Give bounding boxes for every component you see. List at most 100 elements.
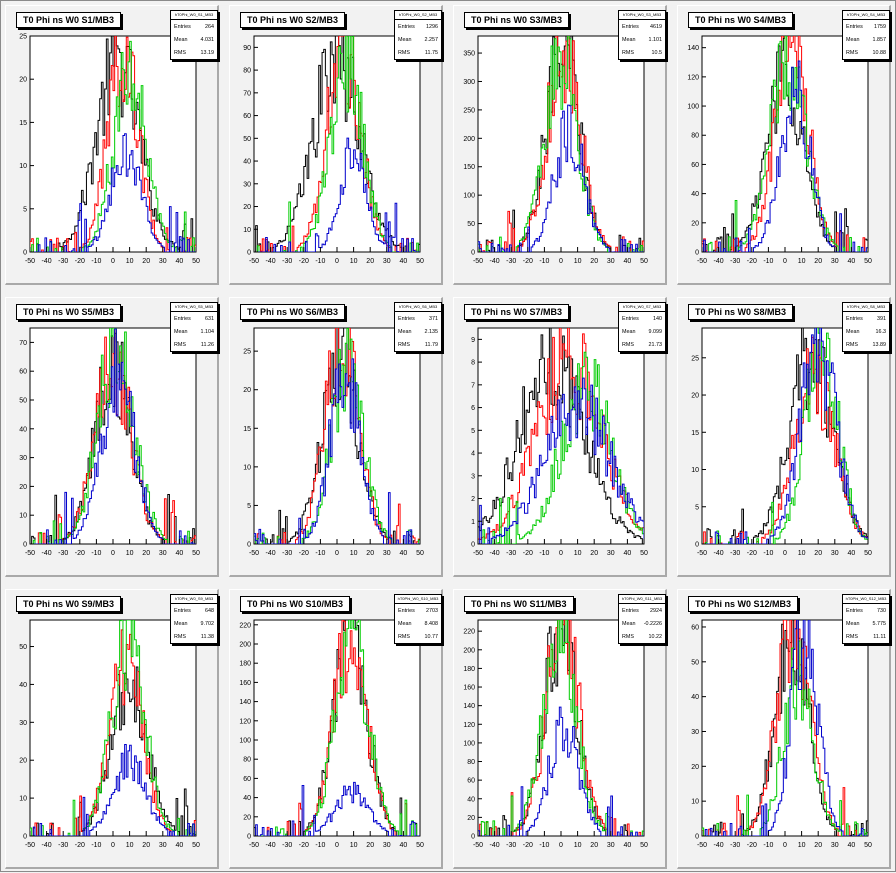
x-tick-label: -50 [697,550,707,557]
y-tick-label: 10 [19,513,27,520]
stats-row-entries: Entries 648 [171,604,217,617]
y-tick-label: 120 [239,718,251,725]
y-tick-label: 70 [243,90,251,97]
x-tick-label: 40 [400,550,408,557]
y-tick-label: 0 [247,250,251,257]
x-tick-label: -50 [473,842,483,849]
series-line-4 [254,358,420,544]
x-tick-label: -20 [299,258,309,265]
stats-row-entries: Entries 140 [619,312,665,325]
stats-label: Mean [398,329,412,335]
stats-label: RMS [622,50,634,56]
y-tick-label: 30 [19,455,27,462]
x-tick-label: -20 [75,550,85,557]
stats-value: 11.11 [873,634,886,640]
stats-name: hT0Phi_W0_S10_MB3 [395,595,441,604]
stats-label: RMS [174,634,186,640]
x-tick-label: 20 [366,258,374,265]
x-tick-label: 30 [831,258,839,265]
x-tick-label: 10 [126,842,134,849]
series-line-4 [702,328,868,544]
x-tick-label: -50 [697,842,707,849]
x-tick-label: -20 [299,550,309,557]
stats-label: RMS [398,342,410,348]
histogram-plot: 0 10 20 30 40 50 60 70 80 90 -50 -40 -30 -20 -10 0 10 20 3… [243,35,424,265]
stats-value: 21.73 [648,342,663,348]
stats-row-mean: Mean 1.857 [843,33,889,46]
x-tick-label: -10 [315,550,325,557]
stats-value: 2924 [650,608,662,614]
histogram-pad-8: 0 5 10 15 20 25 -50 -40 -30 -20 -10 0 10 20 30 40 50 T0 P… [677,297,891,577]
stats-row-rms: RMS 11.26 [171,338,217,351]
y-tick-label: 350 [463,51,475,58]
y-tick-label: 20 [19,77,27,84]
histogram-plot: 0 5 10 15 20 25 -50 -40 -30 -20 -10 0 10 20 30 40 50 [19,34,200,266]
y-tick-label: 5 [471,428,475,435]
stats-value: 11.38 [200,634,214,640]
y-tick-label: 100 [239,738,251,745]
stats-name: hT0Phi_W0_S12_MB3 [843,595,889,604]
stats-label: Entries [622,608,639,614]
x-tick-label: 50 [640,842,648,849]
histogram-plot: 0 5 10 15 20 25 -50 -40 -30 -20 -10 0 10 20 30 40 50 [243,327,424,557]
stats-row-rms: RMS 11.38 [171,630,217,643]
x-tick-label: 10 [798,842,806,849]
stats-label: RMS [846,342,858,348]
series-line-3 [702,328,868,544]
y-tick-label: 0 [471,834,475,841]
y-tick-label: 220 [239,622,251,629]
x-tick-label: 50 [416,258,424,265]
y-tick-label: 20 [19,484,27,491]
histogram-title: T0 Phi ns W0 S9/MB3 [16,596,122,612]
histogram-pad-11: 0 20 40 60 80 100 120 140 160 180 200 220 -50 -40 -30-… [453,589,667,869]
y-tick-label: 80 [691,133,699,140]
histogram-title: T0 Phi ns W0 S10/MB3 [240,596,351,612]
stats-value: 11.79 [424,342,438,348]
x-tick-label: 40 [176,258,184,265]
stats-value: 2.257 [424,37,439,43]
histogram-title: T0 Phi ns W0 S5/MB3 [16,304,122,320]
stats-name: hT0Phi_W0_S6_MB3 [395,303,441,312]
series-line-2 [702,336,868,544]
stats-value: 648 [205,608,214,614]
stats-row-rms: RMS 21.73 [619,338,665,351]
stats-value: 1.101 [648,37,663,43]
x-tick-label: 50 [416,842,424,849]
series-line-4 [702,620,868,836]
stats-label: Mean [622,37,636,43]
y-tick-label: 5 [695,504,699,511]
y-tick-label: 15 [243,426,251,433]
x-tick-label: -40 [490,550,500,557]
x-tick-label: -20 [75,842,85,849]
x-tick-label: 10 [574,550,582,557]
stats-value: 11.75 [424,50,438,56]
x-tick-label: -50 [25,842,35,849]
y-tick-label: 40 [19,682,27,689]
y-tick-label: 160 [239,680,251,687]
stats-value: 16.3 [875,329,887,335]
histogram-title: T0 Phi ns W0 S7/MB3 [464,304,570,320]
series-line-4 [478,706,644,836]
x-tick-label: -10 [315,258,325,265]
x-tick-label: 50 [640,258,648,265]
series-line-3 [254,620,420,836]
x-tick-label: 30 [607,842,615,849]
x-tick-label: 0 [783,550,787,557]
stats-value: 13.19 [200,50,215,56]
y-tick-label: 250 [463,107,475,114]
y-tick-label: 180 [463,666,475,673]
y-tick-label: 25 [19,34,27,41]
y-tick-label: 60 [691,162,699,169]
histogram-title: T0 Phi ns W0 S1/MB3 [16,12,122,28]
x-tick-label: 10 [574,842,582,849]
x-tick-label: 10 [798,258,806,265]
x-tick-label: -20 [523,258,533,265]
stats-label: Entries [174,608,191,614]
x-tick-label: 20 [814,842,822,849]
stats-box: hT0Phi_W0_S2_MB3 Entries 1296 Mean 2.257 RMS 1… [394,10,442,60]
x-tick-label: -40 [266,258,276,265]
x-tick-label: -50 [473,550,483,557]
y-tick-label: 20 [691,393,699,400]
x-tick-label: -40 [266,550,276,557]
